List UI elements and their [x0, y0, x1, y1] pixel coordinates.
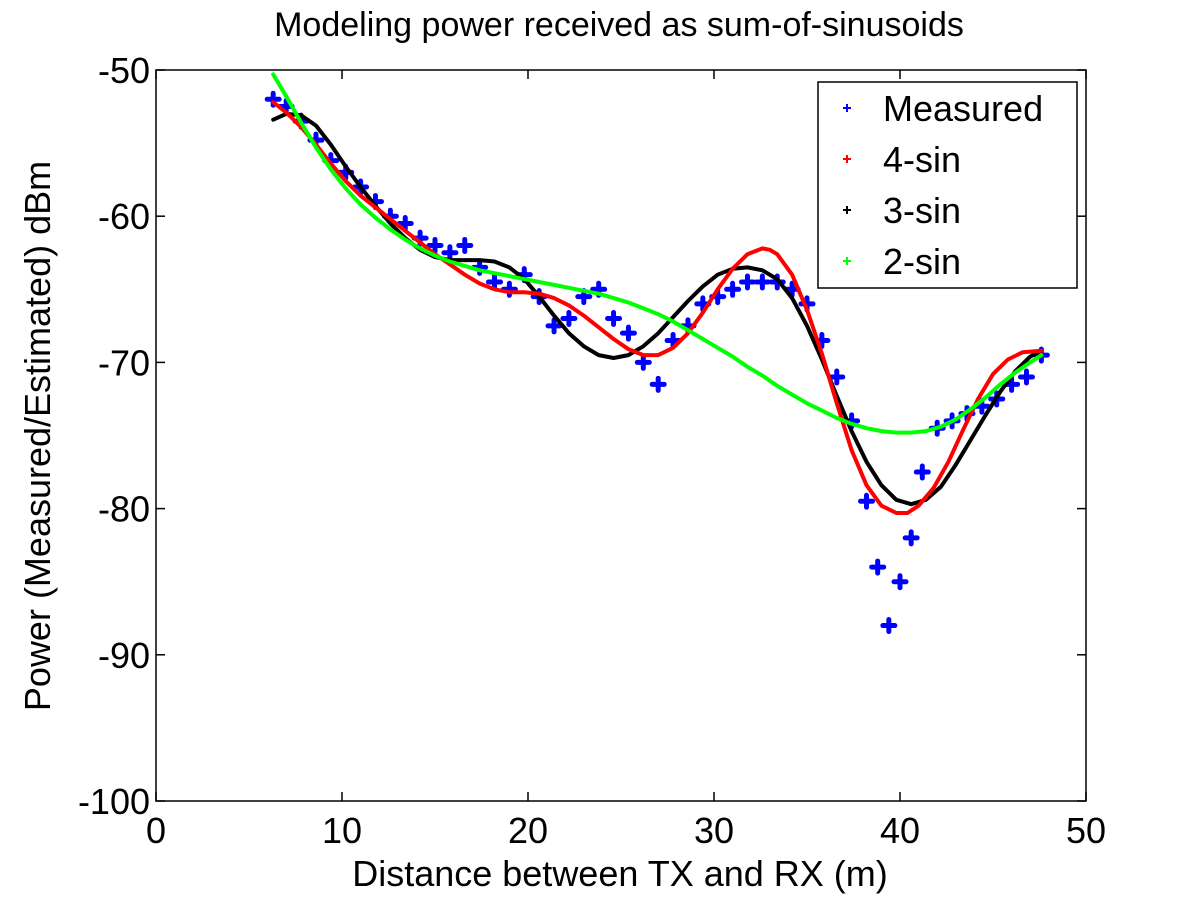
legend-item-4-sin: 4-sin: [843, 139, 961, 180]
x-tick-label: 30: [694, 810, 734, 851]
y-tick-label: -50: [98, 50, 150, 91]
x-tick-label: 20: [508, 810, 548, 851]
series-line: [271, 111, 1044, 507]
y-tick-label: -70: [98, 342, 150, 383]
series-4-sin: [271, 100, 1044, 515]
y-tick-label: -100: [78, 781, 150, 822]
legend-item-2-sin: 2-sin: [843, 241, 961, 282]
y-tick-label: -80: [98, 489, 150, 530]
legend-box: [817, 81, 1078, 289]
legend-label: Measured: [883, 88, 1043, 129]
series-layer: [264, 72, 1050, 635]
legend-label: 4-sin: [883, 139, 961, 180]
x-tick-label: 40: [880, 810, 920, 851]
y-tick-label: -90: [98, 635, 150, 676]
series-2-sin: [271, 72, 1044, 435]
legend: Measured 4-sin 3-sin 2-sin: [817, 81, 1078, 289]
x-tick-label: 10: [322, 810, 362, 851]
chart-title: Modeling power received as sum-of-sinuso…: [274, 6, 964, 44]
legend-item-measured: Measured: [843, 88, 1043, 129]
x-tick-label: 50: [1066, 810, 1106, 851]
series-3-sin: [271, 111, 1044, 507]
plot-frame: [155, 69, 1087, 802]
legend-item-3-sin: 3-sin: [843, 190, 961, 231]
series-line: [271, 100, 1044, 515]
y-axis-label: Power (Measured/Estimated) dBm: [17, 161, 58, 711]
series-line: [271, 72, 1044, 435]
x-axis-label: Distance between TX and RX (m): [352, 853, 888, 894]
legend-label: 2-sin: [883, 241, 961, 282]
legend-label: 3-sin: [883, 190, 961, 231]
legend-items: Measured 4-sin 3-sin 2-sin: [843, 88, 1043, 282]
ticks-layer: 0 10 20 30 40 50 -100 -90 -80 -70 -60 -50: [78, 50, 1106, 851]
y-tick-label: -60: [98, 196, 150, 237]
x-tick-label: 0: [146, 810, 166, 851]
